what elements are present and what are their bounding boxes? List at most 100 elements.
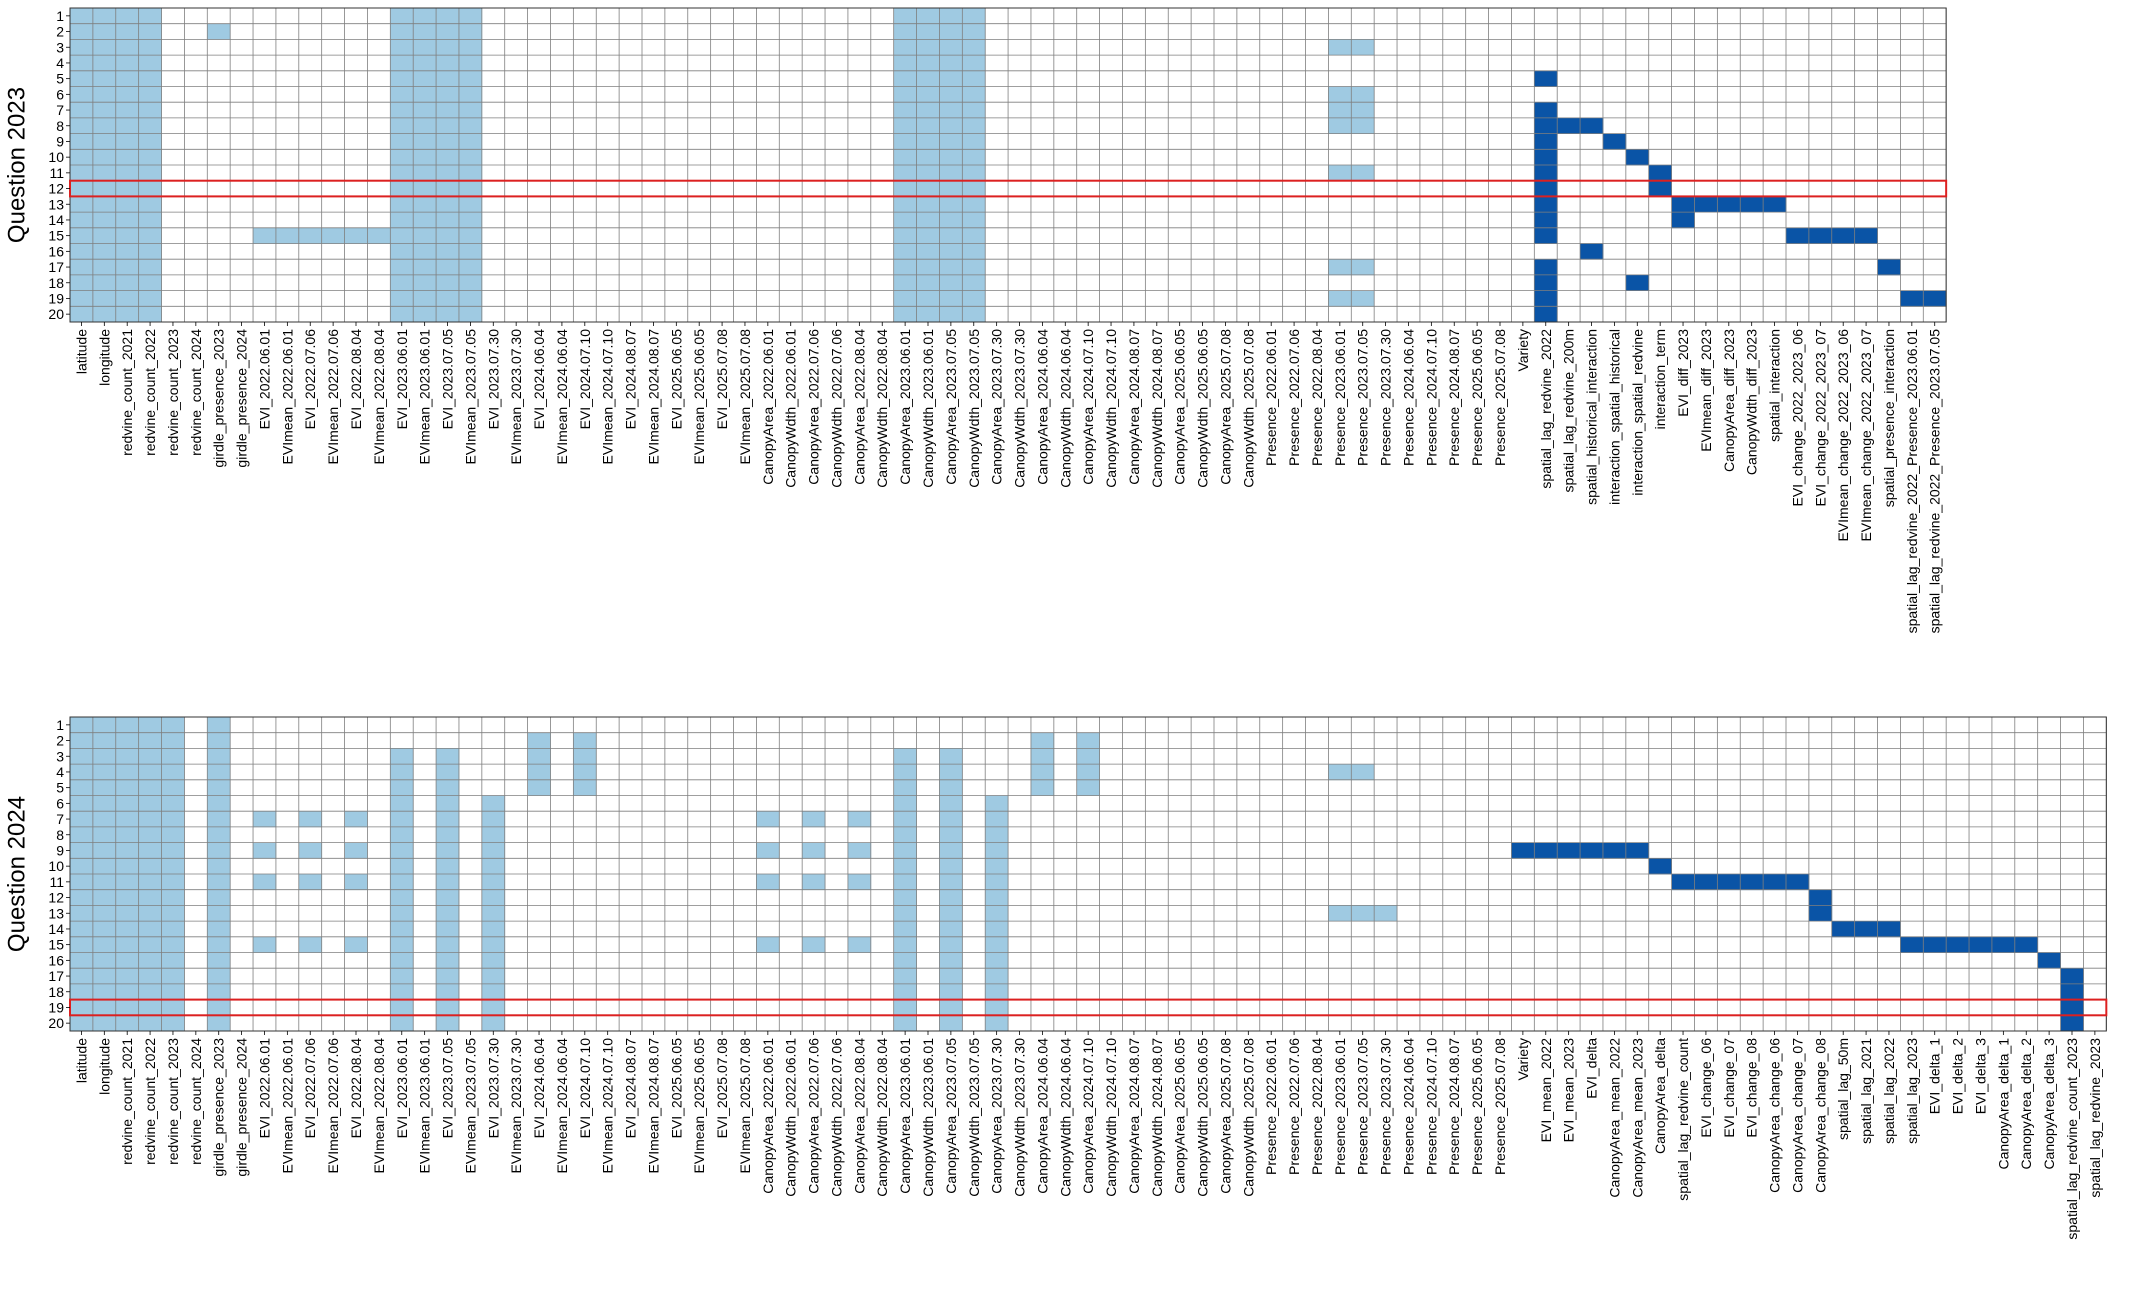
heatmap-cell-light [985, 999, 1009, 1016]
column-label: EVI_2023.06.01 [394, 1038, 410, 1139]
heatmap-cell-light [390, 921, 414, 938]
heatmap-cell-light [481, 983, 506, 1000]
heatmap-cell-light [916, 149, 940, 166]
heatmap-cell-light [939, 874, 963, 891]
heatmap-cell-dark [1534, 212, 1558, 229]
heatmap-cell-light [161, 1015, 185, 1032]
heatmap-cell-light [138, 70, 162, 87]
heatmap-cell-light [390, 779, 414, 796]
heatmap-cell-dark [1511, 842, 1535, 859]
heatmap-cells [70, 8, 1947, 323]
column-label: CanopyWdth_2022.07.06 [828, 329, 844, 488]
heatmap-cell-light [390, 764, 414, 781]
heatmap-cell-light [92, 795, 117, 812]
heatmap-cell-light [916, 290, 940, 307]
column-label: EVI_2023.06.01 [394, 329, 410, 430]
heatmap-cell-light [939, 936, 963, 953]
heatmap-cell-light [1030, 779, 1055, 796]
column-label: girdle_presence_2023 [211, 329, 227, 468]
column-label: Presence_2022.06.01 [1263, 1038, 1279, 1175]
heatmap-cell-light [161, 874, 185, 891]
heatmap-cell-dark [1923, 290, 1947, 307]
heatmap-cell-light [70, 717, 94, 734]
heatmap-cell-light [413, 180, 437, 197]
heatmap-cell-light [436, 936, 460, 953]
heatmap-cell-light [573, 748, 597, 765]
heatmap-cell-light [115, 133, 140, 150]
heatmap-cell-light [436, 70, 460, 87]
heatmap-cell-light [138, 717, 162, 734]
heatmap-cell-light [985, 952, 1009, 969]
heatmap-cell-light [916, 227, 940, 244]
heatmap-cell-light [161, 999, 185, 1016]
heatmap-cell-light [939, 180, 963, 197]
heatmap-cell-light [207, 811, 231, 828]
heatmap-cell-light [92, 55, 117, 72]
heatmap-cell-light [367, 227, 391, 244]
heatmap-cell-light [481, 858, 506, 875]
heatmap-cell-light [115, 921, 140, 938]
row-label: 6 [56, 795, 64, 811]
heatmap-cell-light [436, 55, 460, 72]
heatmap-cell-light [138, 842, 162, 859]
row-label: 16 [48, 243, 64, 259]
heatmap-cell-light [298, 842, 323, 859]
heatmap-cell-dark [1877, 921, 1901, 938]
heatmap-cell-light [436, 39, 460, 56]
column-label: EVI_mean_2023 [1561, 1038, 1577, 1143]
heatmap-cell-light [481, 889, 506, 906]
heatmap-cell-dark [1991, 936, 2016, 953]
heatmap-cell-light [115, 779, 140, 796]
heatmap-cell-light [115, 936, 140, 953]
heatmap-cell-dark [1900, 936, 1924, 953]
heatmap-cell-light [939, 227, 963, 244]
heatmap-cell-light [939, 243, 963, 260]
column-label: EVImean_change_2022_2023_07 [1858, 329, 1874, 542]
heatmap-cell-light [92, 811, 117, 828]
heatmap-cell-light [893, 936, 917, 953]
column-label: EVImean_2024.07.10 [600, 1038, 616, 1174]
heatmap-cell-light [962, 8, 986, 25]
heatmap-cell-light [413, 55, 437, 72]
heatmap-cell-light [458, 180, 483, 197]
heatmap-cell-light [70, 70, 94, 87]
heatmap-cell-light [939, 889, 963, 906]
heatmap-cell-light [436, 795, 460, 812]
heatmap-cell-light [115, 983, 140, 1000]
row-label: 9 [56, 133, 64, 149]
column-label: CanopyWdth_2025.07.08 [1240, 1038, 1256, 1197]
heatmap-cell-light [436, 165, 460, 182]
heatmap-cell-light [207, 732, 231, 749]
heatmap-cell-light [115, 842, 140, 859]
heatmap-cell-light [298, 227, 323, 244]
heatmap-cell-light [436, 952, 460, 969]
heatmap-cell-light [92, 968, 117, 985]
heatmap-cell-light [138, 86, 162, 103]
heatmap-cell-light [939, 795, 963, 812]
heatmap-cell-light [436, 102, 460, 119]
heatmap-cell-light [207, 764, 231, 781]
heatmap-cell-dark [2060, 1015, 2084, 1032]
heatmap-cell-light [413, 70, 437, 87]
heatmap-cell-light [436, 999, 460, 1016]
row-label: 20 [48, 306, 64, 322]
heatmap-cell-light [138, 764, 162, 781]
column-label: Presence_2022.08.04 [1309, 1038, 1325, 1175]
heatmap-cell-light [1351, 764, 1375, 781]
heatmap-cell-light [138, 55, 162, 72]
heatmap-cell-light [962, 274, 986, 291]
heatmap-cell-light [939, 117, 963, 134]
heatmap-cell-light [390, 8, 414, 25]
column-label: CanopyArea_2024.07.10 [1080, 1038, 1096, 1194]
heatmap-cell-light [939, 306, 963, 323]
heatmap-cell-light [939, 290, 963, 307]
heatmap-cell-light [92, 748, 117, 765]
heatmap-cell-light [939, 39, 963, 56]
heatmap-cell-light [916, 23, 940, 40]
heatmap-cell-light [390, 968, 414, 985]
heatmap-cell-light [92, 274, 117, 291]
heatmap-cell-light [916, 180, 940, 197]
heatmap-cell-light [344, 936, 368, 953]
row-label: 4 [56, 764, 64, 780]
